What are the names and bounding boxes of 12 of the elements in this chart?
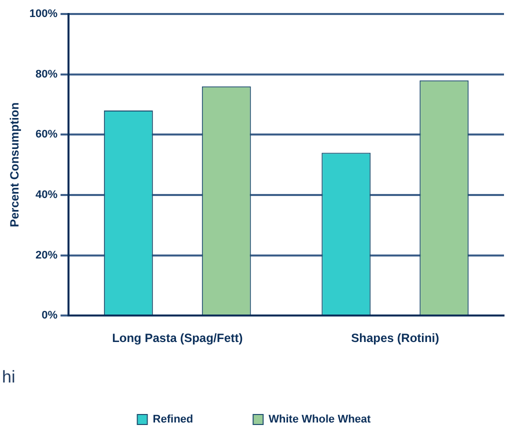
x-tick-label: Shapes (Rotini) [351, 331, 440, 346]
y-tick-label: 60% [36, 128, 58, 141]
y-axis-title: Percent Consumption [8, 102, 22, 228]
y-tick-label: 20% [36, 249, 58, 262]
legend-label: White Whole Wheat [268, 414, 372, 426]
y-tick-label: 100% [29, 8, 58, 20]
y-tick-label: 0% [42, 310, 58, 322]
text: hi [2, 368, 16, 387]
y-tick-label: 80% [36, 68, 58, 80]
y-tick-label: 40% [36, 188, 58, 201]
x-tick-label: Long Pasta (Spag/Fett) [112, 331, 243, 346]
legend-label: Refined [152, 414, 194, 426]
